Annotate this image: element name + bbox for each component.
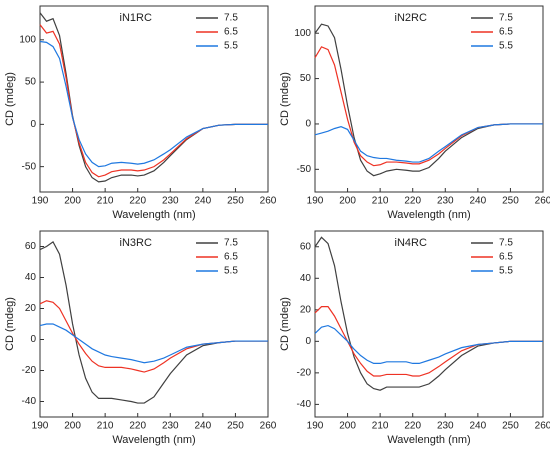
- x-tick-label: 200: [339, 196, 356, 207]
- y-tick-label: 50: [25, 77, 37, 88]
- x-axis-label: Wavelength (nm): [387, 434, 470, 446]
- x-tick-label: 260: [535, 196, 550, 207]
- y-tick-label: -40: [22, 396, 37, 407]
- x-tick-label: 220: [404, 421, 421, 432]
- x-tick-label: 220: [129, 196, 146, 207]
- legend-label: 5.5: [499, 41, 513, 52]
- legend-label: 5.5: [224, 41, 238, 52]
- x-tick-label: 240: [470, 421, 487, 432]
- series-line: [314, 46, 543, 167]
- y-axis-label: CD (mdeg): [4, 297, 16, 351]
- y-axis-label: CD (mdeg): [279, 72, 291, 126]
- x-tick-label: 260: [535, 421, 550, 432]
- x-tick-label: 190: [307, 421, 324, 432]
- y-axis-label: CD (mdeg): [279, 297, 291, 351]
- x-tick-label: 230: [162, 196, 179, 207]
- x-tick-label: 230: [437, 196, 454, 207]
- y-tick-label: -40: [297, 399, 312, 410]
- legend-label: 5.5: [499, 266, 513, 277]
- y-tick-label: -20: [22, 365, 37, 376]
- panel-title: iN3RC: [120, 237, 152, 249]
- x-tick-label: 240: [195, 421, 212, 432]
- y-tick-label: 100: [19, 34, 36, 45]
- x-axis-label: Wavelength (nm): [112, 434, 195, 446]
- series-line: [39, 40, 268, 168]
- x-tick-label: 200: [64, 196, 81, 207]
- legend-label: 6.5: [224, 252, 238, 263]
- series-line: [314, 23, 543, 177]
- panel-title: iN2RC: [395, 12, 427, 24]
- x-tick-label: 250: [502, 421, 519, 432]
- x-tick-label: 210: [372, 421, 389, 432]
- x-tick-label: 230: [437, 421, 454, 432]
- x-tick-label: 190: [32, 421, 49, 432]
- series-line: [39, 323, 268, 364]
- y-tick-label: 20: [25, 303, 37, 314]
- panel-title: iN1RC: [120, 12, 152, 24]
- series-line: [314, 324, 543, 365]
- y-tick-label: -20: [297, 368, 312, 379]
- x-tick-label: 200: [339, 421, 356, 432]
- x-tick-label: 190: [32, 196, 49, 207]
- x-tick-label: 200: [64, 421, 81, 432]
- legend-label: 5.5: [224, 266, 238, 277]
- plot-frame: [314, 5, 544, 193]
- x-tick-label: 250: [227, 196, 244, 207]
- x-tick-label: 210: [97, 196, 114, 207]
- x-tick-label: 220: [404, 196, 421, 207]
- legend-label: 7.5: [499, 238, 513, 249]
- x-tick-label: 250: [502, 196, 519, 207]
- legend-label: 6.5: [499, 252, 513, 263]
- legend-label: 6.5: [499, 27, 513, 38]
- legend-label: 7.5: [224, 13, 238, 24]
- y-tick-label: -50: [297, 164, 312, 175]
- series-line: [39, 240, 268, 404]
- legend-label: 7.5: [499, 13, 513, 24]
- legend-label: 6.5: [224, 27, 238, 38]
- plot-frame: [39, 230, 269, 418]
- y-tick-label: 100: [294, 28, 311, 39]
- y-tick-label: 60: [25, 241, 37, 252]
- plot-frame: [314, 230, 544, 418]
- x-tick-label: 240: [470, 196, 487, 207]
- series-line: [314, 123, 543, 163]
- x-tick-label: 250: [227, 421, 244, 432]
- y-tick-label: 40: [300, 273, 312, 284]
- x-tick-label: 260: [260, 196, 277, 207]
- panel-title: iN4RC: [395, 237, 427, 249]
- x-tick-label: 210: [372, 196, 389, 207]
- x-tick-label: 220: [129, 421, 146, 432]
- x-axis-label: Wavelength (nm): [387, 209, 470, 221]
- y-tick-label: 50: [300, 73, 312, 84]
- x-axis-label: Wavelength (nm): [112, 209, 195, 221]
- y-tick-label: 0: [30, 119, 36, 130]
- y-tick-label: 20: [300, 304, 312, 315]
- y-tick-label: 40: [25, 272, 37, 283]
- y-tick-label: 60: [300, 241, 312, 252]
- x-tick-label: 190: [307, 196, 324, 207]
- plot-frame: [39, 5, 269, 193]
- y-tick-label: 0: [305, 336, 311, 347]
- x-tick-label: 210: [97, 421, 114, 432]
- y-axis-label: CD (mdeg): [4, 72, 16, 126]
- legend-label: 7.5: [224, 238, 238, 249]
- x-tick-label: 230: [162, 421, 179, 432]
- y-tick-label: 0: [30, 334, 36, 345]
- series-line: [314, 236, 543, 391]
- y-tick-label: 0: [305, 119, 311, 130]
- y-tick-label: -50: [22, 161, 37, 172]
- x-tick-label: 260: [260, 421, 277, 432]
- x-tick-label: 240: [195, 196, 212, 207]
- series-line: [39, 12, 268, 183]
